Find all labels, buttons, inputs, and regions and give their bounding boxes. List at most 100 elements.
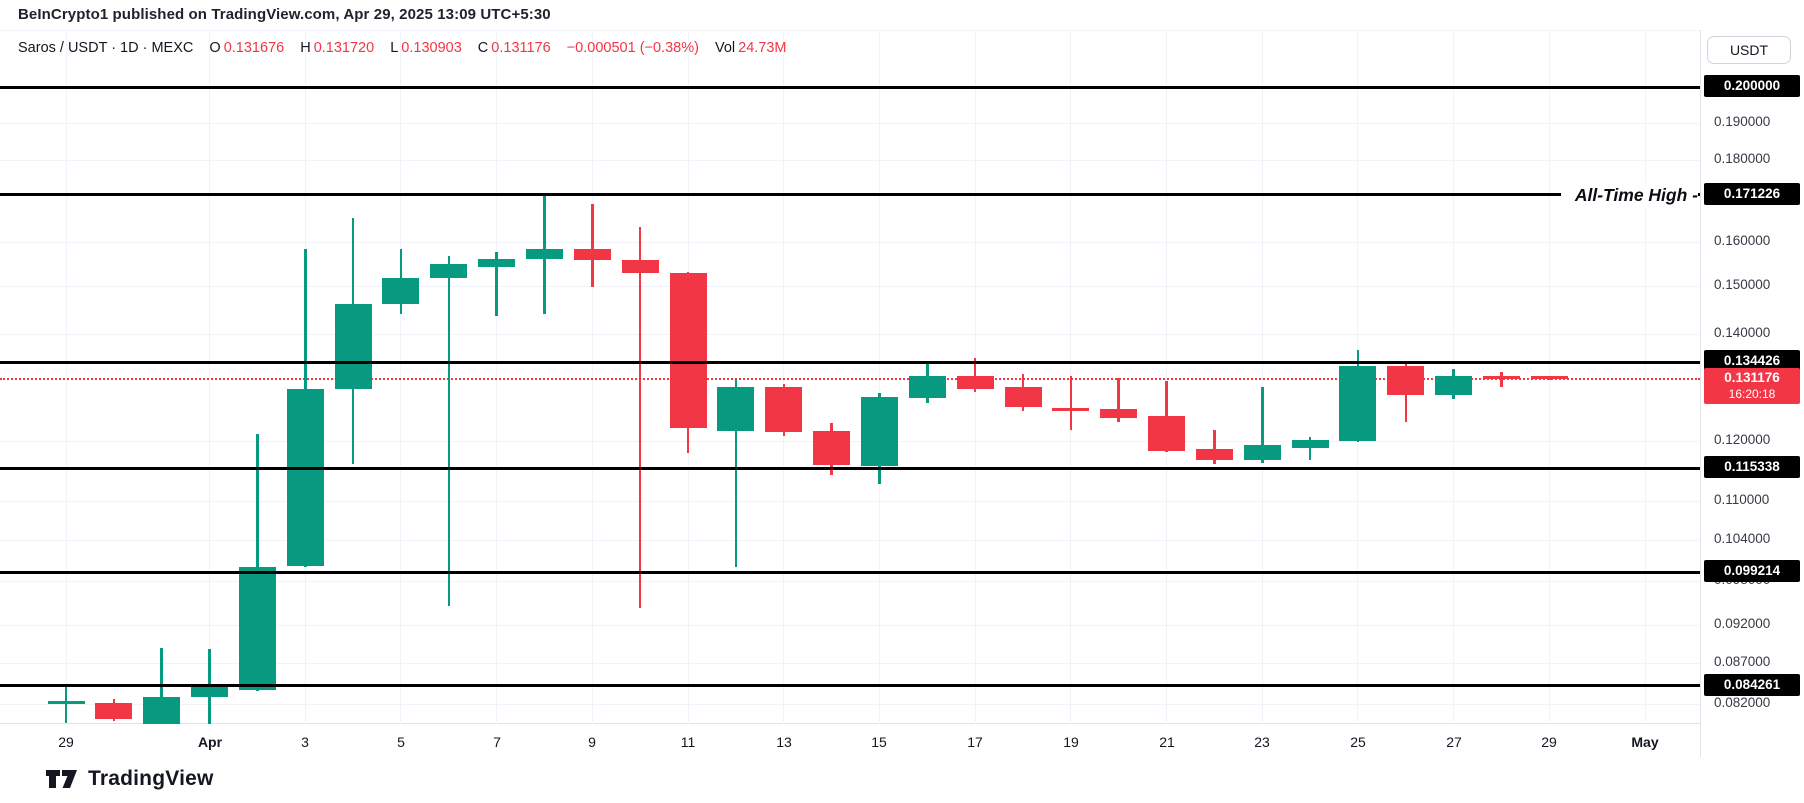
price-axis-label[interactable]: 0.087000	[1714, 654, 1771, 669]
price-axis-label[interactable]: 0.104000	[1714, 531, 1771, 546]
time-axis-label[interactable]: 29	[58, 734, 74, 750]
candle-body[interactable]	[957, 376, 994, 389]
support-resistance-line[interactable]	[0, 467, 1700, 470]
price-axis-label[interactable]: 0.110000	[1714, 492, 1770, 507]
ohlc-low-value: 0.130903	[401, 40, 462, 56]
currency-toggle[interactable]: USDT	[1707, 36, 1791, 64]
price-axis-label[interactable]: 0.092000	[1714, 616, 1771, 631]
tradingview-mark-icon	[46, 770, 77, 788]
time-axis-label[interactable]: 21	[1159, 734, 1175, 750]
time-axis-label[interactable]: 11	[680, 734, 696, 750]
support-resistance-line[interactable]	[0, 571, 1700, 574]
candle-body[interactable]	[1531, 376, 1568, 379]
candle-body[interactable]	[1148, 416, 1185, 451]
price-axis-label[interactable]: 0.190000	[1714, 114, 1771, 129]
time-axis-label[interactable]: 23	[1254, 734, 1270, 750]
time-axis-label[interactable]: 5	[397, 734, 405, 750]
time-axis-label[interactable]: 17	[967, 734, 983, 750]
horizontal-gridline	[0, 441, 1700, 442]
candle-wick[interactable]	[495, 252, 498, 316]
candle-body[interactable]	[1100, 409, 1137, 418]
candle-wick[interactable]	[1117, 378, 1120, 422]
candle-body[interactable]	[1244, 445, 1281, 460]
candle-wick[interactable]	[1213, 430, 1216, 464]
candle-body[interactable]	[1483, 376, 1520, 379]
candle-body[interactable]	[1005, 387, 1042, 407]
candle-body[interactable]	[765, 387, 802, 432]
candle-wick[interactable]	[973, 358, 977, 392]
candle-wick[interactable]	[1308, 437, 1312, 460]
candle-wick[interactable]	[256, 434, 259, 691]
price-axis-label[interactable]: 0.120000	[1714, 432, 1771, 447]
ohlc-high-value: 0.131720	[313, 40, 375, 56]
candle-wick[interactable]	[734, 379, 738, 567]
time-axis-label[interactable]: 29	[1541, 734, 1557, 750]
support-resistance-line[interactable]	[0, 86, 1700, 89]
time-axis-label[interactable]: 9	[588, 734, 596, 750]
candle-body[interactable]	[622, 260, 659, 273]
candle-body[interactable]	[95, 703, 132, 719]
candle-body[interactable]	[526, 249, 563, 259]
time-axis-label[interactable]: May	[1631, 734, 1659, 750]
candle-body[interactable]	[143, 697, 180, 724]
support-resistance-line[interactable]	[0, 684, 1700, 687]
price-axis-label[interactable]: 0.140000	[1714, 325, 1771, 340]
candle-body[interactable]	[1435, 376, 1472, 395]
time-axis-label[interactable]: 15	[871, 734, 887, 750]
candle-wick[interactable]	[638, 227, 642, 608]
horizontal-gridline	[0, 704, 1700, 705]
candle-body[interactable]	[1387, 366, 1424, 395]
candle-body[interactable]	[1196, 449, 1233, 460]
time-axis-label[interactable]: 19	[1063, 734, 1079, 750]
candle-body[interactable]	[1052, 408, 1089, 411]
chart-legend[interactable]: Saros / USDT · 1D · MEXC O 0.131676 H 0.13…	[18, 40, 790, 56]
candle-body[interactable]	[861, 397, 898, 466]
candle-body[interactable]	[287, 389, 324, 566]
candle-body[interactable]	[574, 249, 611, 260]
vertical-gridline	[1645, 31, 1646, 724]
candle-wick[interactable]	[64, 686, 68, 723]
time-axis-label[interactable]: 27	[1446, 734, 1462, 750]
candle-body[interactable]	[1292, 440, 1329, 448]
horizontal-gridline	[0, 581, 1700, 582]
candle-body[interactable]	[191, 685, 228, 697]
candle-wick[interactable]	[1261, 387, 1264, 463]
price-axis-label[interactable]: 0.180000	[1714, 151, 1771, 166]
horizontal-gridline	[0, 501, 1700, 502]
vertical-gridline	[1166, 31, 1167, 724]
time-axis-label[interactable]: 25	[1350, 734, 1366, 750]
candle-body[interactable]	[335, 304, 372, 389]
candle-body[interactable]	[430, 264, 467, 278]
candle-wick[interactable]	[1069, 376, 1073, 430]
candle-wick[interactable]	[591, 204, 594, 287]
price-axis[interactable]: USDT 0.131176 16:20:18 0.190000 0.180000 0…	[1700, 30, 1804, 757]
price-axis-label[interactable]: 0.150000	[1714, 277, 1771, 292]
tradingview-logo[interactable]: TradingView	[45, 767, 214, 791]
chart-plot-area[interactable]: Saros / USDT · 1D · MEXC O 0.131676 H 0.13…	[0, 30, 1700, 724]
support-resistance-line[interactable]	[0, 361, 1700, 364]
support-resistance-line[interactable]	[0, 193, 1700, 196]
publish-title: BeInCrypto1 published on TradingView.com…	[18, 6, 551, 23]
time-axis-label[interactable]: 7	[493, 734, 501, 750]
price-axis-label[interactable]: 0.160000	[1714, 233, 1771, 248]
candle-body[interactable]	[813, 431, 850, 465]
time-axis-label[interactable]: 13	[776, 734, 792, 750]
candle-body[interactable]	[239, 567, 276, 690]
ohlc-close-value: 0.131176	[491, 40, 551, 56]
vertical-gridline	[496, 31, 497, 724]
time-axis-label[interactable]: Apr	[197, 734, 223, 750]
candle-body[interactable]	[1339, 366, 1376, 441]
candle-body[interactable]	[382, 278, 419, 304]
candle-body[interactable]	[48, 701, 85, 704]
candle-wick[interactable]	[447, 256, 451, 606]
symbol-title[interactable]: Saros / USDT · 1D · MEXC	[18, 40, 194, 56]
candle-body[interactable]	[478, 259, 515, 267]
candle-body[interactable]	[909, 376, 946, 398]
price-axis-label[interactable]: 0.082000	[1714, 695, 1771, 710]
volume-label: Vol	[714, 40, 736, 56]
candle-wick[interactable]	[1500, 372, 1503, 387]
candle-body[interactable]	[670, 273, 707, 428]
time-axis-label[interactable]: 3	[301, 734, 309, 750]
time-axis[interactable]: 29 Apr 3 5 7 9 11 13 15 17 19 21 23 25 27 29 May	[0, 723, 1700, 759]
candle-body[interactable]	[717, 387, 754, 431]
